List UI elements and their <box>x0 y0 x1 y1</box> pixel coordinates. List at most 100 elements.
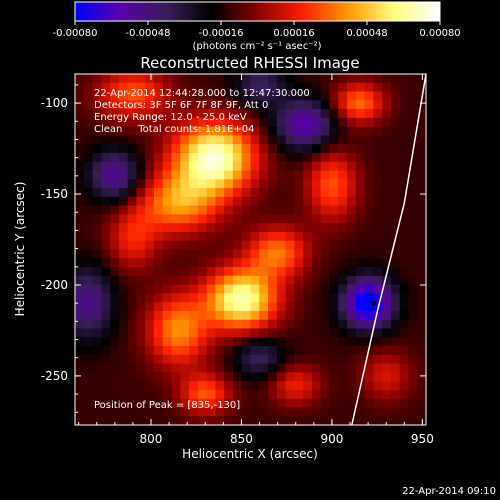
heatmap-cell <box>311 284 322 294</box>
heatmap-cell <box>294 284 304 294</box>
heatmap-cell <box>215 389 225 400</box>
heatmap-cell <box>189 74 199 84</box>
heatmap-cell <box>206 82 216 93</box>
heatmap-cell <box>180 214 190 224</box>
heatmap-cell <box>276 293 287 303</box>
heatmap-cell <box>153 267 164 277</box>
heatmap-cell <box>224 74 234 84</box>
heatmap-cell <box>145 258 155 268</box>
heatmap-cell <box>180 109 190 119</box>
heatmap-cell <box>189 161 199 172</box>
heatmap-cell <box>329 91 339 101</box>
heatmap-cell <box>153 337 164 347</box>
heatmap-cell <box>408 205 418 215</box>
heatmap-cell <box>320 363 331 373</box>
heatmap-cell <box>197 267 208 277</box>
heatmap-cell <box>285 310 295 321</box>
heatmap-cell <box>382 144 392 154</box>
heatmap-cell <box>399 126 410 137</box>
plot-area <box>74 73 427 426</box>
heatmap-cell <box>136 205 146 215</box>
heatmap-cell <box>171 188 181 198</box>
heatmap-cell <box>145 310 155 321</box>
heatmap-cell <box>399 135 410 145</box>
heatmap-cell <box>294 407 304 417</box>
heatmap-cell <box>294 381 304 391</box>
heatmap-cell <box>241 275 252 286</box>
heatmap-cell <box>294 363 304 373</box>
heatmap-cell <box>320 284 331 294</box>
heatmap-cell <box>136 275 146 286</box>
heatmap-cell <box>171 293 181 303</box>
heatmap-cell <box>382 240 392 251</box>
heatmap-cell <box>215 126 225 137</box>
heatmap-cell <box>127 152 138 163</box>
heatmap-cell <box>417 293 427 303</box>
heatmap-cell <box>127 144 138 154</box>
heatmap-cell <box>136 214 146 224</box>
heatmap-cell <box>355 398 366 409</box>
heatmap-cell <box>75 144 85 154</box>
heatmap-cell <box>92 275 102 286</box>
heatmap-cell <box>215 135 225 145</box>
heatmap-cell <box>118 328 129 338</box>
heatmap-cell <box>364 407 374 417</box>
heatmap-cell <box>110 258 120 268</box>
heatmap-cell <box>285 284 295 294</box>
heatmap-cell <box>241 214 252 224</box>
heatmap-cell <box>285 231 295 242</box>
heatmap-cell <box>92 267 102 277</box>
heatmap-cell <box>75 249 85 259</box>
x-axis-label: Heliocentric X (arcsec) <box>182 447 318 461</box>
heatmap-cell <box>364 170 374 180</box>
heatmap-cell <box>92 363 102 373</box>
heatmap-cell <box>75 100 85 110</box>
heatmap-cell <box>241 407 252 417</box>
heatmap-cell <box>276 354 287 365</box>
heatmap-cell <box>83 74 94 84</box>
heatmap-cell <box>250 231 260 242</box>
heatmap-cell <box>232 337 243 347</box>
heatmap-cell <box>320 328 331 338</box>
heatmap-cell <box>382 74 392 84</box>
heatmap-cell <box>268 240 278 251</box>
heatmap-cell <box>364 389 374 400</box>
heatmap-cell <box>259 91 269 101</box>
heatmap-cell <box>250 170 260 180</box>
heatmap-cell <box>206 144 216 154</box>
heatmap-cell <box>171 363 181 373</box>
heatmap-cell <box>162 293 173 303</box>
heatmap-cell <box>382 416 392 426</box>
heatmap-cell <box>241 319 252 330</box>
heatmap-cell <box>373 354 383 365</box>
heatmap-cell <box>145 302 155 312</box>
heatmap-cell <box>250 389 260 400</box>
heatmap-cell <box>83 398 94 409</box>
heatmap-cell <box>355 302 366 312</box>
heatmap-cell <box>101 363 111 373</box>
heatmap-cell <box>390 302 401 312</box>
heatmap-cell <box>180 126 190 137</box>
heatmap-cell <box>320 188 331 198</box>
heatmap-cell <box>101 389 111 400</box>
heatmap-cell <box>390 126 401 137</box>
heatmap-cell <box>118 267 129 277</box>
heatmap-cell <box>338 196 348 207</box>
heatmap-cell <box>197 161 208 172</box>
heatmap-cell <box>145 346 155 356</box>
heatmap-cell <box>136 310 146 321</box>
heatmap-cell <box>408 354 418 365</box>
heatmap-cell <box>320 82 331 93</box>
heatmap-cell <box>127 100 138 110</box>
heatmap-cell <box>285 100 295 110</box>
heatmap-cell <box>276 74 287 84</box>
heatmap-cell <box>259 302 269 312</box>
heatmap-cell <box>373 258 383 268</box>
heatmap-cell <box>382 135 392 145</box>
heatmap-cell <box>408 398 418 409</box>
heatmap-cell <box>364 196 374 207</box>
heatmap-cell <box>311 214 322 224</box>
heatmap-cell <box>259 337 269 347</box>
heatmap-cell <box>162 328 173 338</box>
heatmap-cell <box>347 223 357 233</box>
